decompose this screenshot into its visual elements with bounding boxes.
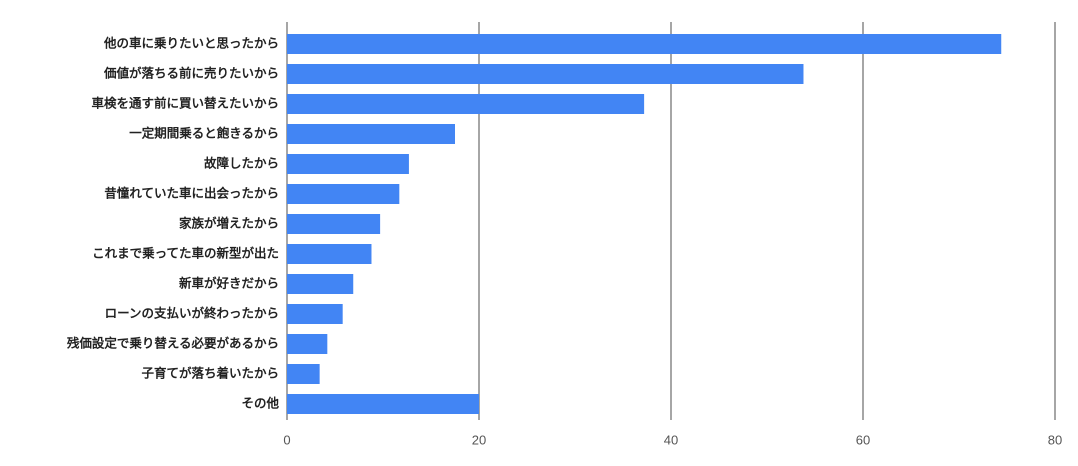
bar xyxy=(287,364,320,384)
y-tick-label: その他 xyxy=(241,396,279,411)
bar xyxy=(287,214,381,234)
y-tick-label: これまで乗ってた車の新型が出た xyxy=(92,246,279,261)
x-tick-label: 80 xyxy=(1048,432,1062,447)
y-tick-label: 価値が落ちる前に売りたいから xyxy=(103,66,279,81)
bar xyxy=(287,34,1002,54)
x-tick-label: 40 xyxy=(664,432,678,447)
bar xyxy=(287,394,479,414)
bar xyxy=(287,304,343,324)
x-tick-label: 60 xyxy=(856,432,870,447)
y-tick-label: 家族が増えたから xyxy=(179,216,279,231)
bar xyxy=(287,274,354,294)
y-tick-label: 昔憧れていた車に出会ったから xyxy=(104,186,279,201)
bar xyxy=(287,154,409,174)
y-tick-label: 車検を通す前に買い替えたいから xyxy=(91,96,279,111)
bar xyxy=(287,184,400,204)
y-tick-label: 一定期間乗ると飽きるから xyxy=(129,126,279,141)
y-tick-label: 故障したから xyxy=(204,156,279,171)
y-tick-label: 新車が好きだから xyxy=(179,276,279,291)
y-tick-label: 残価設定で乗り替える必要があるから xyxy=(67,336,279,351)
y-tick-label: 子育てが落ち着いたから xyxy=(141,366,279,381)
bar xyxy=(287,334,328,354)
x-tick-label: 0 xyxy=(283,432,290,447)
bar xyxy=(287,64,804,84)
bar xyxy=(287,94,645,114)
x-tick-label: 20 xyxy=(472,432,486,447)
y-tick-label: ローンの支払いが終わったから xyxy=(105,306,279,321)
y-tick-label: 他の車に乗りたいと思ったから xyxy=(103,36,279,51)
bar xyxy=(287,244,372,264)
bar xyxy=(287,124,455,144)
